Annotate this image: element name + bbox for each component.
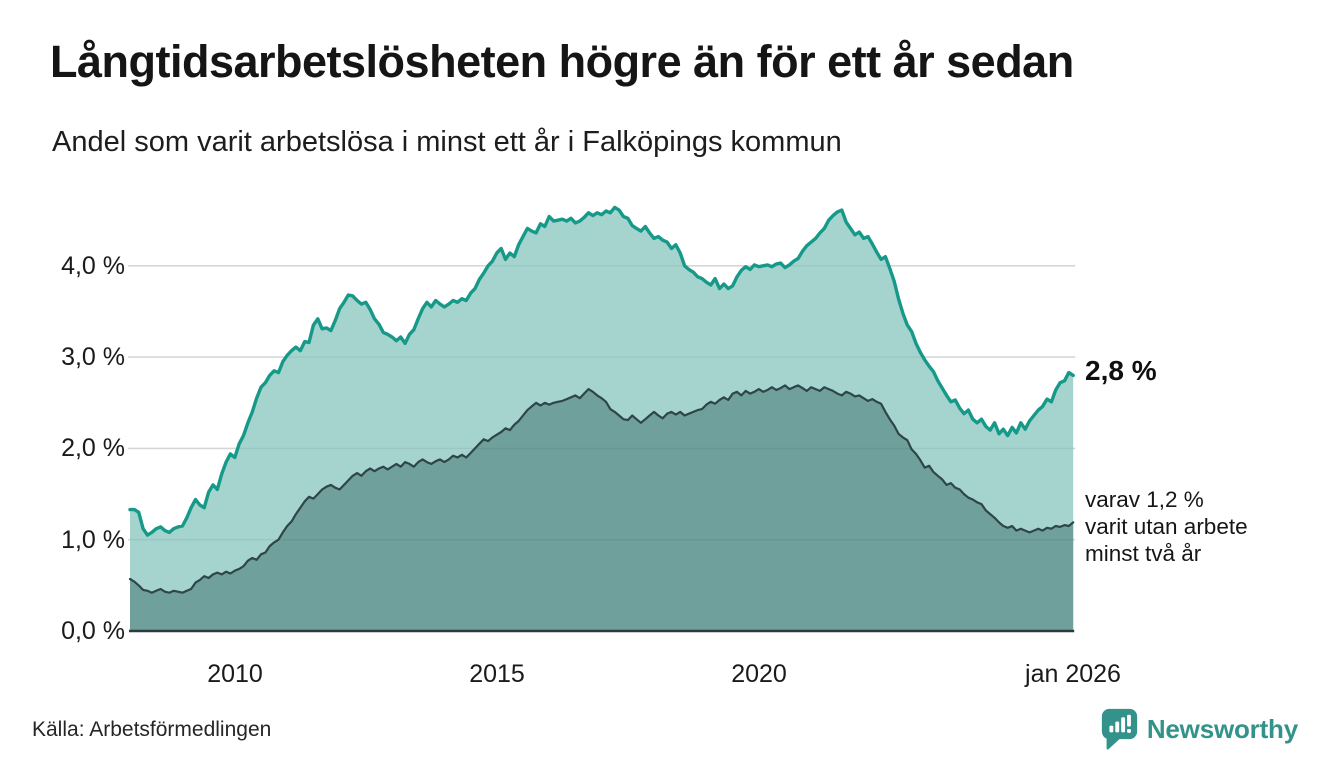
newsworthy-logo: Newsworthy <box>1101 708 1298 750</box>
series2-area <box>130 385 1074 631</box>
gridlines-under <box>128 264 1076 541</box>
secondary-series-label-line3: minst två år <box>1085 541 1202 566</box>
y-tick-label-0: 0,0 % <box>61 617 125 645</box>
y-tick-label-1: 1,0 % <box>61 526 125 554</box>
logo-bar-medium <box>1115 721 1120 733</box>
series2-line <box>128 384 1075 594</box>
logo-speech-bubble <box>1101 708 1137 750</box>
latest-value-label: 2,8 % <box>1085 355 1157 386</box>
x-tick-label-2010: 2010 <box>207 660 263 688</box>
x-tick-label-2015: 2015 <box>469 660 525 688</box>
secondary-series-label: varav 1,2 % varit utan arbete minst två … <box>1085 486 1248 567</box>
x-tick-label-2020: 2020 <box>731 660 787 688</box>
series1-area <box>130 207 1074 631</box>
x-tick-label-jan-2026: jan 2026 <box>1025 660 1121 688</box>
logo-bar-small <box>1109 725 1114 733</box>
secondary-series-label-line2: varit utan arbete <box>1085 514 1248 539</box>
y-tick-label-2: 2,0 % <box>61 434 125 462</box>
newsworthy-wordmark: Newsworthy <box>1146 713 1298 744</box>
y-tick-label-4: 4,0 % <box>61 252 125 280</box>
gridlines-over <box>128 265 1076 541</box>
series1-line <box>128 205 1075 537</box>
y-tick-label-3: 3,0 % <box>61 343 125 371</box>
newsworthy-logo-icon <box>1101 708 1137 750</box>
secondary-series-label-line1: varav 1,2 % <box>1085 487 1204 512</box>
logo-exclamation-bar <box>1126 714 1131 727</box>
chart-subtitle: Andel som varit arbetslösa i minst ett å… <box>52 126 842 158</box>
logo-bar-tall <box>1121 717 1125 733</box>
page-title: Långtidsarbetslösheten högre än för ett … <box>50 36 1074 87</box>
source-attribution: Källa: Arbetsförmedlingen <box>32 718 272 741</box>
logo-exclamation-dot <box>1126 729 1131 733</box>
